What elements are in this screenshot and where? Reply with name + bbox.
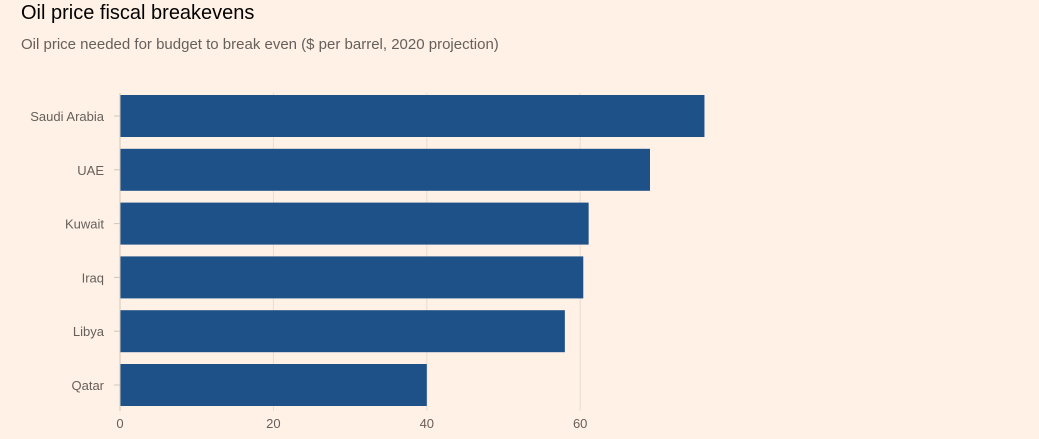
category-label: Kuwait bbox=[65, 217, 104, 232]
category-label: UAE bbox=[77, 163, 104, 178]
category-label: Iraq bbox=[82, 270, 104, 285]
chart-subtitle: Oil price needed for budget to break eve… bbox=[21, 36, 499, 53]
category-label: Qatar bbox=[71, 378, 104, 393]
category-label: Libya bbox=[73, 324, 105, 339]
chart-title: Oil price fiscal breakevens bbox=[21, 2, 255, 24]
bar bbox=[120, 310, 565, 353]
bar bbox=[120, 256, 584, 299]
bar bbox=[120, 202, 589, 245]
x-tick-label: 20 bbox=[266, 416, 280, 431]
x-tick-label: 60 bbox=[573, 416, 587, 431]
bar bbox=[120, 364, 427, 406]
category-label: Saudi Arabia bbox=[30, 109, 104, 124]
x-tick-label: 0 bbox=[116, 416, 123, 431]
bar bbox=[120, 148, 650, 191]
bar bbox=[120, 95, 705, 137]
x-tick-label: 40 bbox=[420, 416, 434, 431]
